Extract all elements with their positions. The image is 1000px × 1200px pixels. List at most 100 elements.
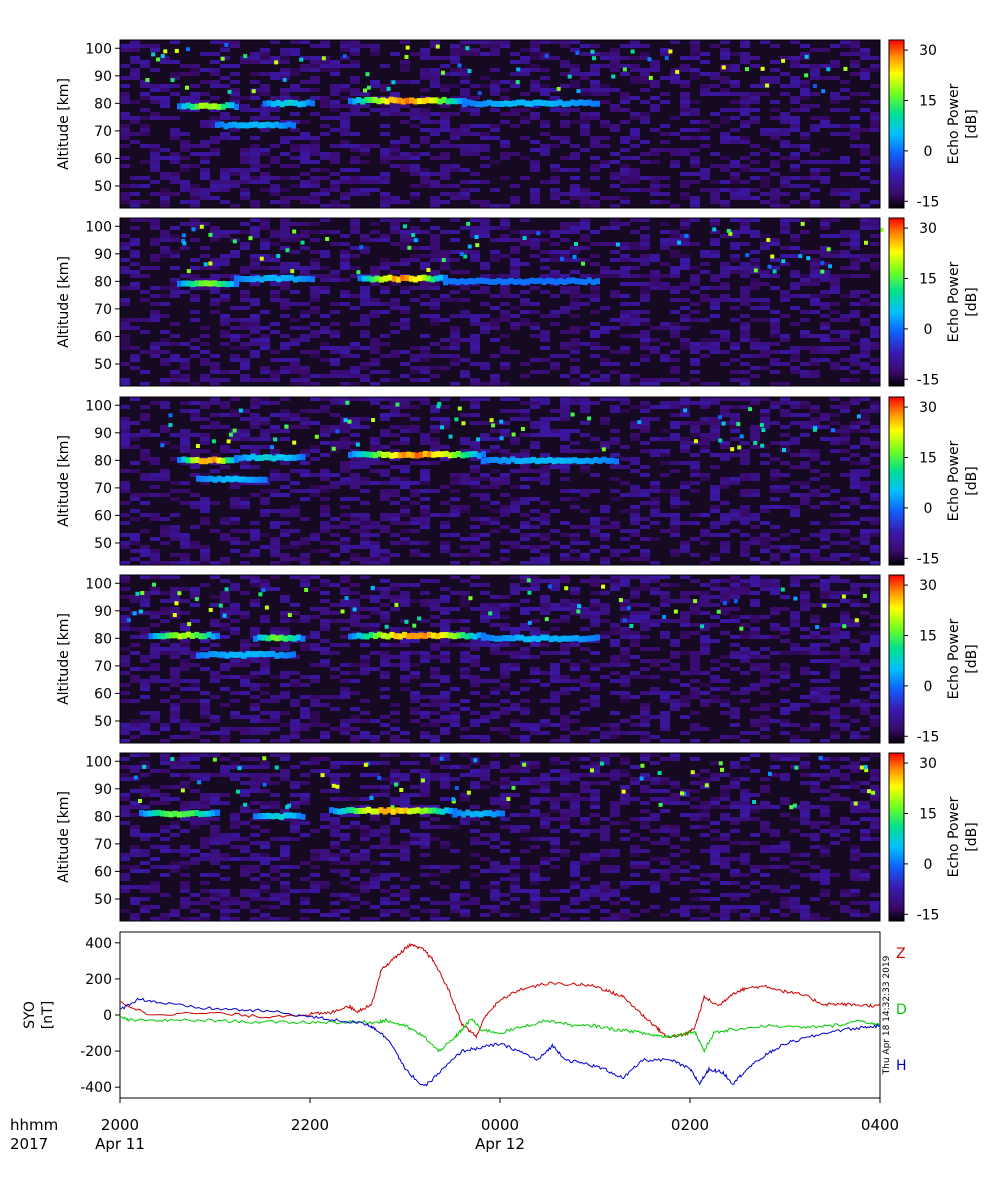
x-tick-date: Apr 11 xyxy=(95,1135,145,1153)
x-tick-time: 0000 xyxy=(481,1116,519,1134)
x-row2-label: 2017 xyxy=(10,1135,48,1153)
colorbar-tick-label: 15 xyxy=(919,271,937,287)
colorbar-label-line1: Echo Power xyxy=(946,796,962,877)
y-tick-label: 70 xyxy=(94,124,112,140)
echo-layer xyxy=(253,634,306,642)
echo-layer xyxy=(196,475,268,483)
echo-layer xyxy=(253,812,306,821)
y-axis-label: Altitude [km] xyxy=(56,256,72,348)
magnetometer-panel: Z D H 400 200 0 -200 -400 SYO [nT] Thu Apr 18 14:3… xyxy=(22,931,907,1099)
y-tick-label: 70 xyxy=(94,302,112,318)
y-tick-label: -400 xyxy=(80,1080,112,1096)
x-tick-time: 2200 xyxy=(291,1116,329,1134)
y-tick-label: 50 xyxy=(94,714,112,730)
y-tick-label: 100 xyxy=(85,398,112,414)
sporadic-echoes xyxy=(133,756,876,810)
colorbar xyxy=(888,574,905,744)
colorbar-label-line1: Echo Power xyxy=(946,440,962,521)
y-axis-label: Altitude [km] xyxy=(56,435,72,527)
colorbar-tick-label: 30 xyxy=(919,756,937,772)
colorbar-tick-label: 0 xyxy=(924,144,933,160)
echo-layer xyxy=(481,634,600,643)
y-tick-label: 60 xyxy=(94,864,112,880)
colorbar-tick-label: -15 xyxy=(917,194,940,210)
colorbar-tick-label: 0 xyxy=(924,501,933,517)
echo-layer xyxy=(443,277,600,286)
y-axis-label-line1: SYO xyxy=(22,1001,38,1029)
colorbar-label-line1: Echo Power xyxy=(946,261,962,342)
sporadic-echoes xyxy=(126,578,867,631)
y-tick-label: 90 xyxy=(94,782,112,798)
y-tick-label: 80 xyxy=(94,631,112,647)
echo-layer xyxy=(215,121,296,130)
y-tick-label: 80 xyxy=(94,453,112,469)
y-tick-label: 50 xyxy=(94,357,112,373)
y-tick-label: 100 xyxy=(85,219,112,235)
y-tick-label: 90 xyxy=(94,69,112,85)
colorbar-label-line2: [dB] xyxy=(964,466,980,495)
colorbar-tick-label: 15 xyxy=(919,93,937,109)
echo-panel-1: 50 60 70 80 90 100 Altitude [km] 30 15 0 -15 Echo P… xyxy=(56,39,980,210)
echo-layer xyxy=(262,99,315,108)
y-axis-label: Altitude [km] xyxy=(56,791,72,883)
y-tick-label: 70 xyxy=(94,837,112,853)
colorbar-tick-label: 15 xyxy=(919,628,937,644)
echo-layer xyxy=(452,809,505,818)
y-tick-label: 100 xyxy=(85,41,112,57)
colorbar xyxy=(888,217,905,387)
y-axis-label-line2: [nT] xyxy=(40,1001,56,1029)
echo-layer xyxy=(357,274,448,283)
colorbar-tick-label: -15 xyxy=(917,372,940,388)
echo-layer xyxy=(148,631,220,640)
y-tick-label: 80 xyxy=(94,274,112,290)
panel-frame xyxy=(119,396,881,566)
y-axis-label: Altitude [km] xyxy=(56,78,72,170)
colorbar-tick-label: 30 xyxy=(919,221,937,237)
sporadic-echoes xyxy=(145,42,848,96)
colorbar-tick-label: 0 xyxy=(924,679,933,695)
x-row1-label: hhmm xyxy=(10,1116,58,1134)
x-tick-time: 0400 xyxy=(861,1116,899,1134)
colorbar-tick-label: -15 xyxy=(917,551,940,567)
y-tick-label: 60 xyxy=(94,151,112,167)
y-tick-label: 90 xyxy=(94,426,112,442)
y-axis-label: Altitude [km] xyxy=(56,613,72,705)
noise-texture xyxy=(120,397,880,565)
y-tick-label: 50 xyxy=(94,892,112,908)
sporadic-echoes xyxy=(181,221,884,275)
noise-texture xyxy=(120,40,880,208)
timestamp-stamp: Thu Apr 18 14:32:33 2019 xyxy=(882,955,892,1075)
echo-layer xyxy=(196,650,296,659)
colorbar-label-line2: [dB] xyxy=(964,109,980,138)
colorbar-tick-label: 0 xyxy=(924,322,933,338)
colorbar-tick-label: 15 xyxy=(919,806,937,822)
legend-label-Z: Z xyxy=(896,946,906,962)
y-tick-label: 100 xyxy=(85,754,112,770)
series-line-D xyxy=(119,1015,881,1054)
echo-layer xyxy=(177,280,239,288)
echo-panel-3: 50 60 70 80 90 100 Altitude [km] 30 15 0 -15 Echo P… xyxy=(56,396,980,567)
colorbar xyxy=(888,752,905,922)
colorbar-label-line2: [dB] xyxy=(964,644,980,673)
echo-layer xyxy=(177,102,239,111)
y-tick-label: 60 xyxy=(94,686,112,702)
echo-layer xyxy=(481,456,619,465)
colorbar-tick-label: -15 xyxy=(917,729,940,745)
echo-layer xyxy=(348,96,467,105)
magnetometer-frame xyxy=(119,931,881,1099)
y-tick-label: 0 xyxy=(103,1008,112,1024)
y-tick-label: 70 xyxy=(94,659,112,675)
x-tick-date: Apr 12 xyxy=(475,1135,525,1153)
colorbar-tick-label: 15 xyxy=(919,450,937,466)
panel-frame xyxy=(119,752,881,922)
colorbar-label-line2: [dB] xyxy=(964,822,980,851)
y-tick-label: 90 xyxy=(94,247,112,263)
y-tick-label: 400 xyxy=(85,936,112,952)
y-tick-label: 90 xyxy=(94,604,112,620)
panel-frame xyxy=(119,574,881,744)
x-tick-time: 2000 xyxy=(101,1116,139,1134)
colorbar xyxy=(888,39,905,209)
panel-frame xyxy=(119,39,881,209)
legend-label-H: H xyxy=(896,1058,907,1074)
